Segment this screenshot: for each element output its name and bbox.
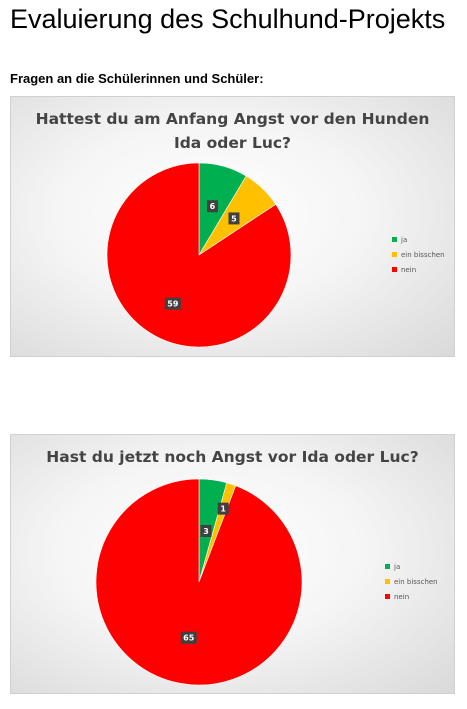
data-label-text: 6 [210,202,216,211]
page-subtitle: Fragen an die Schülerinnen und Schüler: [10,71,264,86]
legend-swatch-ja [392,237,397,242]
chart-panel-initial-fear: Hattest du am Anfang Angst vor den Hunde… [10,96,455,357]
data-label-box [180,631,197,644]
chart-panel-current-fear: Hast du jetzt noch Angst vor Ida oder Lu… [10,434,455,694]
pie-chart-svg: 6 5 59 [106,162,292,348]
pie-slice-nein [106,162,292,348]
legend-label-ja: ja [394,562,401,571]
legend-label-ja: ja [401,235,408,244]
chart-title: Hattest du am Anfang Angst vor den Hunde… [11,107,454,155]
data-label-text: 59 [167,300,179,309]
data-label-ja: 3 [200,524,212,537]
data-label-nein: 65 [180,631,197,644]
legend-label-ein-bisschen: ein bisschen [401,250,445,259]
chart-title-line-1: Hast du jetzt noch Angst vor Ida oder Lu… [46,448,419,466]
page-title: Evaluierung des Schulhund-Projekts [10,4,446,34]
chart-legend: ja ein bisschen nein [385,559,438,604]
legend-item-ein-bisschen: ein bisschen [385,574,438,589]
legend-label-ein-bisschen: ein bisschen [394,577,438,586]
legend-swatch-ja [385,564,390,569]
legend-swatch-nein [392,267,397,272]
data-label-ein-bisschen: 5 [228,212,240,225]
data-label-text: 5 [231,214,237,223]
legend-label-nein: nein [394,592,410,601]
data-label-box [206,200,218,213]
pie-slice-nein [95,478,303,686]
legend-swatch-ein-bisschen [392,252,397,257]
data-label-box [164,297,181,310]
data-label-text: 3 [203,527,209,536]
chart-title-line-2: Ida oder Luc? [173,134,292,152]
legend-item-ja: ja [385,559,438,574]
legend-item-ja: ja [392,232,445,247]
data-label-text: 65 [183,634,195,643]
legend-label-nein: nein [401,265,417,274]
data-label-nein: 59 [164,297,181,310]
data-label-box [200,524,212,537]
legend-item-ein-bisschen: ein bisschen [392,247,445,262]
legend-swatch-ein-bisschen [385,579,390,584]
chart-title: Hast du jetzt noch Angst vor Ida oder Lu… [11,445,454,469]
legend-item-nein: nein [392,262,445,277]
data-label-ein-bisschen: 1 [217,502,229,515]
data-label-box [217,502,229,515]
data-label-ja: 6 [206,200,218,213]
data-label-box [228,212,240,225]
data-label-text: 1 [220,505,226,514]
chart-title-line-1: Hattest du am Anfang Angst vor den Hunde… [35,110,430,128]
legend-item-nein: nein [385,589,438,604]
chart-legend: ja ein bisschen nein [392,232,445,277]
pie-chart-svg: 3 1 65 [95,478,303,686]
legend-swatch-nein [385,594,390,599]
